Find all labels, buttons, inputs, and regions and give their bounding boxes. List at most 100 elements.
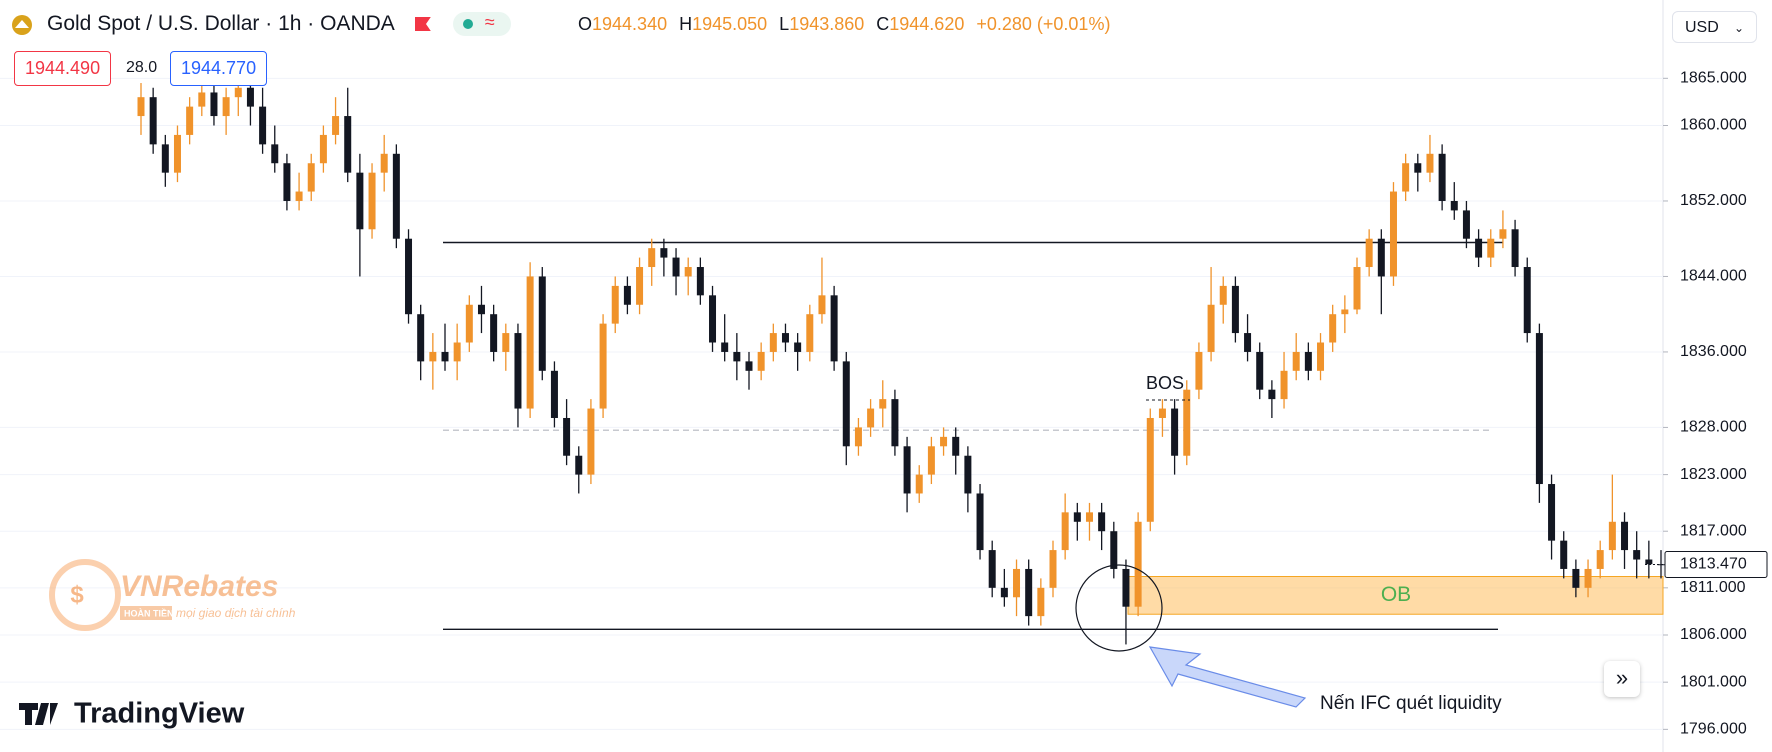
- candle-body: [526, 276, 534, 409]
- candle-body: [161, 144, 169, 173]
- candle-body: [1548, 484, 1556, 541]
- candle-body: [405, 238, 413, 315]
- sell-price[interactable]: 1944.490: [14, 51, 112, 86]
- watermark-tag-bg: [120, 606, 172, 620]
- candle-body: [1608, 521, 1616, 551]
- y-tick-label: 1865.000: [1680, 70, 1747, 87]
- candle-body: [781, 333, 789, 343]
- candle-body: [964, 455, 972, 494]
- change: +0.280 (+0.01%): [976, 14, 1111, 34]
- symbol-icon-shape: [15, 20, 29, 28]
- spread: 28.0: [126, 59, 158, 76]
- candle-body: [1487, 238, 1495, 258]
- buy-price[interactable]: 1944.770: [170, 51, 268, 86]
- candle-body: [1402, 163, 1410, 192]
- arrow: [1148, 646, 1307, 708]
- candle-body: [684, 267, 692, 277]
- watermark-tag: HOÀN TIỀN: [124, 608, 174, 618]
- candle-body: [283, 163, 291, 201]
- ohlc-key: C: [876, 14, 890, 34]
- candle-body: [477, 304, 485, 315]
- candle-body: [1110, 531, 1118, 569]
- candle-body: [1377, 238, 1385, 277]
- candle-body: [1085, 512, 1093, 522]
- candle-body: [1523, 267, 1531, 334]
- overlay: Nến IFC quét liquidity $ VNRebates HOÀN …: [12, 15, 1502, 730]
- watermark-dollar: $: [70, 581, 84, 608]
- scroll-button[interactable]: »: [1604, 661, 1640, 697]
- candle-body: [842, 361, 850, 447]
- candle-body: [867, 408, 875, 428]
- candle-body: [611, 285, 619, 324]
- ohlc-key: H: [679, 14, 693, 34]
- candle-body: [854, 427, 862, 447]
- candle-body: [1073, 512, 1081, 522]
- candle-body: [1098, 512, 1106, 532]
- candle-body: [1353, 267, 1361, 310]
- candle-body: [1013, 568, 1021, 598]
- candle-body: [550, 370, 558, 418]
- candle-body: [952, 436, 960, 456]
- note: Nến IFC quét liquidity: [1320, 693, 1502, 714]
- tv-wordmark: TradingView: [74, 698, 245, 730]
- candle-body: [830, 295, 838, 362]
- candle-body: [806, 314, 814, 352]
- watermark-icon: [49, 559, 121, 631]
- status-pill: ≈: [452, 12, 511, 36]
- symbol-title: Gold Spot / U.S. Dollar · 1h · OANDA ≈: [47, 12, 511, 36]
- candle-body: [1146, 417, 1154, 522]
- candle-body: [1256, 351, 1264, 390]
- y-tick-label: 1811.000: [1680, 579, 1746, 596]
- ohlc-value: 1943.860: [789, 14, 865, 34]
- candle-body: [696, 267, 704, 296]
- candle-body: [891, 399, 899, 447]
- candle-body: [198, 92, 206, 107]
- candle-body: [1231, 285, 1239, 334]
- candle-body: [1280, 370, 1288, 400]
- y-tick-label: 1796.000: [1680, 721, 1747, 738]
- candle-body: [210, 92, 218, 117]
- candle-body: [186, 106, 194, 135]
- candle-body: [599, 323, 607, 409]
- candle-body: [1450, 200, 1458, 211]
- candle-body: [1389, 191, 1397, 277]
- candle-body: [1414, 163, 1422, 173]
- candle-body: [429, 351, 437, 362]
- candle-body: [538, 276, 546, 371]
- candle-body: [1195, 351, 1203, 390]
- candle-body: [903, 446, 911, 494]
- candle-body: [1462, 210, 1470, 239]
- candle-body: [648, 248, 656, 268]
- candle-body: [222, 97, 230, 117]
- ohlc-value: 1944.620: [889, 14, 965, 34]
- candle-body: [1268, 389, 1276, 400]
- candle-body: [660, 248, 668, 258]
- candle-body: [1365, 238, 1373, 268]
- ohlc-legend: O1944.340 H1945.050 L1943.860 C1944.620 +0.2…: [578, 14, 1122, 35]
- candle-body: [1596, 550, 1604, 569]
- candle-body: [1426, 153, 1434, 173]
- candle-body: [1292, 351, 1300, 371]
- candle-body: [769, 333, 777, 352]
- candle-body: [940, 436, 948, 447]
- candle-body: [392, 153, 400, 239]
- candle-body: [1633, 550, 1641, 560]
- y-tick-label: 1836.000: [1680, 343, 1747, 360]
- candle-body: [1183, 389, 1191, 456]
- candle-body: [733, 351, 741, 362]
- candle-body: [514, 333, 522, 409]
- candle-body: [1122, 568, 1130, 607]
- candle-body: [1207, 304, 1215, 352]
- candle-body: [563, 417, 571, 456]
- currency-button[interactable]: USD ⌄: [1672, 11, 1757, 43]
- bos-label: BOS: [1146, 373, 1184, 393]
- tv-logo: [19, 703, 58, 725]
- candle-body: [915, 474, 923, 494]
- candle-body: [380, 153, 388, 173]
- candle-body: [1645, 559, 1653, 565]
- candle-body: [1584, 568, 1592, 588]
- candle-body: [1049, 550, 1057, 588]
- candle-body: [271, 144, 279, 164]
- y-tick-label: 1806.000: [1680, 626, 1747, 643]
